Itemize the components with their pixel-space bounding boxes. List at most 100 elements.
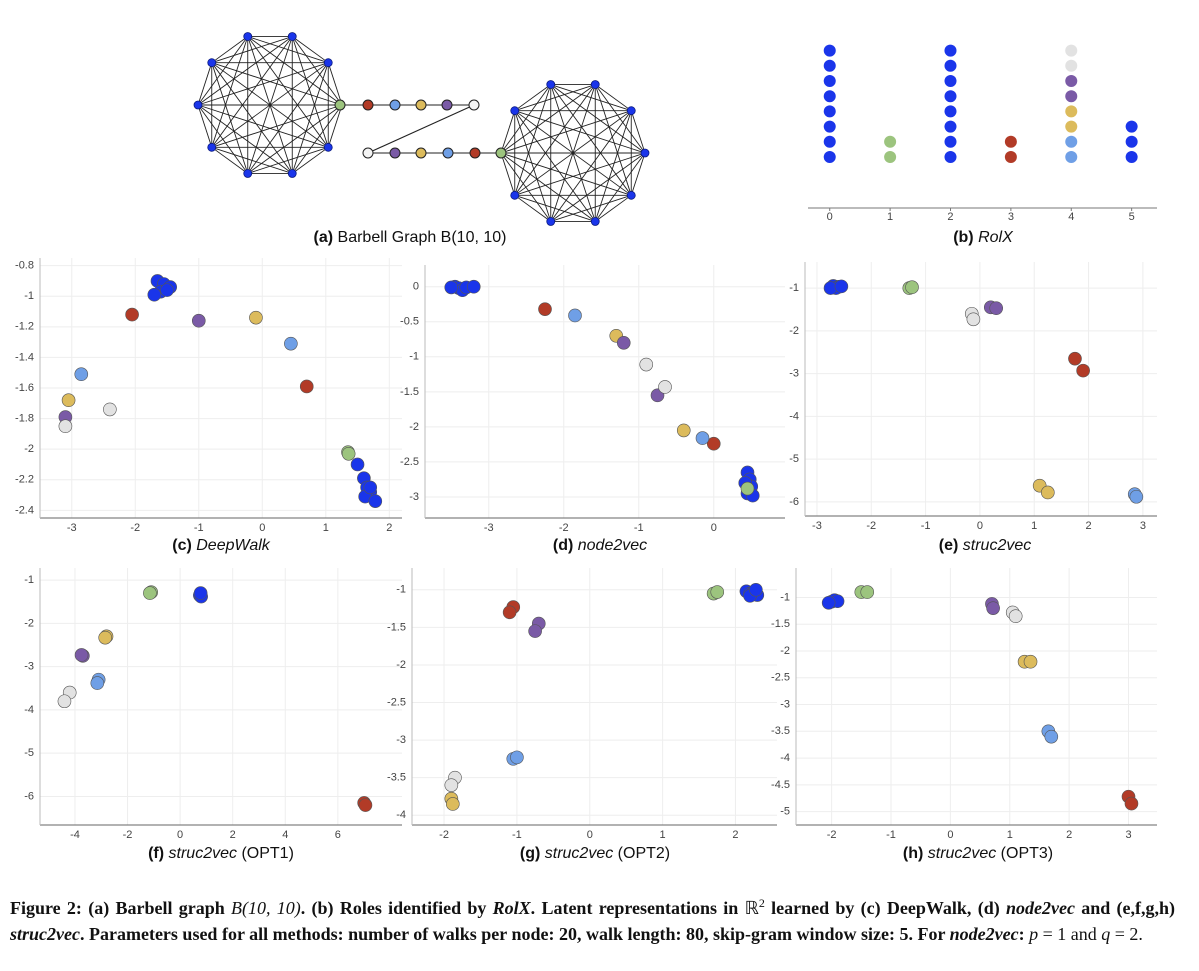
caption-method: node2vec: [1005, 898, 1075, 918]
y-tick-label: 0: [413, 281, 419, 293]
point: [834, 279, 849, 294]
point: [143, 586, 157, 600]
y-tick-label: -3: [409, 491, 419, 503]
y-tick-label: -4: [789, 410, 799, 422]
point: [103, 402, 117, 417]
node: [546, 217, 556, 226]
x-tick-label: -1: [886, 829, 896, 841]
x-tick-label: -1: [194, 522, 204, 534]
node: [287, 32, 297, 41]
x-tick-label: 2: [386, 522, 392, 534]
edge: [514, 84, 552, 112]
x-tick-label: 2: [947, 211, 953, 223]
y-tick-label: -1: [396, 584, 406, 596]
edge: [594, 194, 632, 222]
point: [616, 335, 631, 350]
role-dot: [823, 120, 836, 133]
panel-title: Barbell Graph B(10, 10): [338, 229, 507, 246]
panel-letter: (c): [172, 537, 192, 554]
role-dot: [884, 151, 897, 163]
edge: [594, 152, 646, 222]
node: [495, 147, 507, 159]
caption-math: 2: [758, 896, 765, 910]
edge: [197, 104, 293, 174]
edge: [550, 84, 646, 154]
point: [510, 750, 524, 765]
x-tick-label: 0: [177, 829, 183, 841]
point: [658, 380, 672, 394]
panel-label: (h) struc2vec (OPT3): [903, 845, 1053, 862]
point: [57, 694, 72, 709]
x-tick-label: -4: [70, 829, 80, 841]
edge: [514, 194, 596, 222]
role-dot: [1065, 105, 1078, 118]
y-tick-label: -2: [24, 617, 34, 629]
x-tick-label: 1: [1031, 520, 1037, 532]
edge: [247, 62, 329, 174]
point: [191, 313, 206, 328]
point: [706, 436, 721, 451]
role-dot: [1125, 120, 1138, 133]
x-tick-label: -1: [512, 829, 522, 841]
panel-letter: (b): [953, 229, 973, 246]
node: [468, 99, 480, 111]
x-tick-label: 2: [1085, 520, 1091, 532]
y-tick-label: -2: [780, 645, 790, 657]
y-tick-label: -4: [24, 704, 34, 716]
x-tick-label: 4: [1068, 211, 1074, 223]
caption-math: B(10, 10): [231, 898, 301, 918]
y-tick-label: -1.5: [400, 386, 419, 398]
point: [299, 379, 314, 394]
point: [193, 586, 208, 600]
role-dot: [1004, 151, 1017, 163]
caption-math: p: [1029, 924, 1039, 944]
edge: [630, 110, 646, 154]
y-tick-label: -3.5: [771, 725, 790, 737]
y-tick-label: -1.8: [15, 412, 34, 424]
y-tick-label: -2.5: [400, 456, 419, 468]
point: [1023, 654, 1038, 669]
point: [363, 480, 378, 495]
node: [362, 147, 374, 159]
x-tick-label: -3: [67, 522, 77, 534]
role-dot: [884, 135, 897, 148]
x-tick-label: -1: [921, 520, 931, 532]
y-tick-label: -2.2: [15, 474, 34, 486]
panel-letter: (h): [903, 845, 923, 862]
caption-math: ℝ: [744, 898, 759, 918]
edge: [291, 36, 329, 148]
node: [640, 148, 650, 158]
point: [160, 283, 174, 297]
y-tick-label: -3: [396, 734, 406, 746]
edge: [594, 84, 632, 196]
x-tick-label: -2: [559, 522, 569, 534]
role-dot: [944, 90, 957, 103]
role-dot: [944, 59, 957, 72]
y-tick-label: -1: [24, 290, 34, 302]
y-tick-label: -4.5: [771, 779, 790, 791]
x-tick-label: -2: [130, 522, 140, 534]
y-tick-label: -2: [24, 443, 34, 455]
method-name: struc2vec: [169, 845, 237, 862]
point: [502, 605, 517, 620]
node: [334, 99, 346, 111]
edge: [514, 84, 552, 196]
node: [415, 147, 427, 159]
node: [546, 80, 556, 89]
x-tick-label: 3: [1125, 829, 1131, 841]
node: [590, 217, 600, 226]
role-dot: [823, 90, 836, 103]
y-tick-label: -3: [780, 698, 790, 710]
edge: [197, 36, 293, 106]
panel-label: (c) DeepWalk: [172, 537, 271, 554]
node: [323, 142, 333, 152]
x-tick-label: 0: [977, 520, 983, 532]
y-tick-label: -1: [789, 282, 799, 294]
edge: [514, 110, 632, 196]
panel-letter: (f): [148, 845, 164, 862]
edge: [197, 62, 329, 106]
point: [58, 419, 73, 434]
panel-label: (a) Barbell Graph B(10, 10): [314, 229, 507, 246]
point: [74, 648, 89, 662]
point: [1044, 729, 1059, 744]
